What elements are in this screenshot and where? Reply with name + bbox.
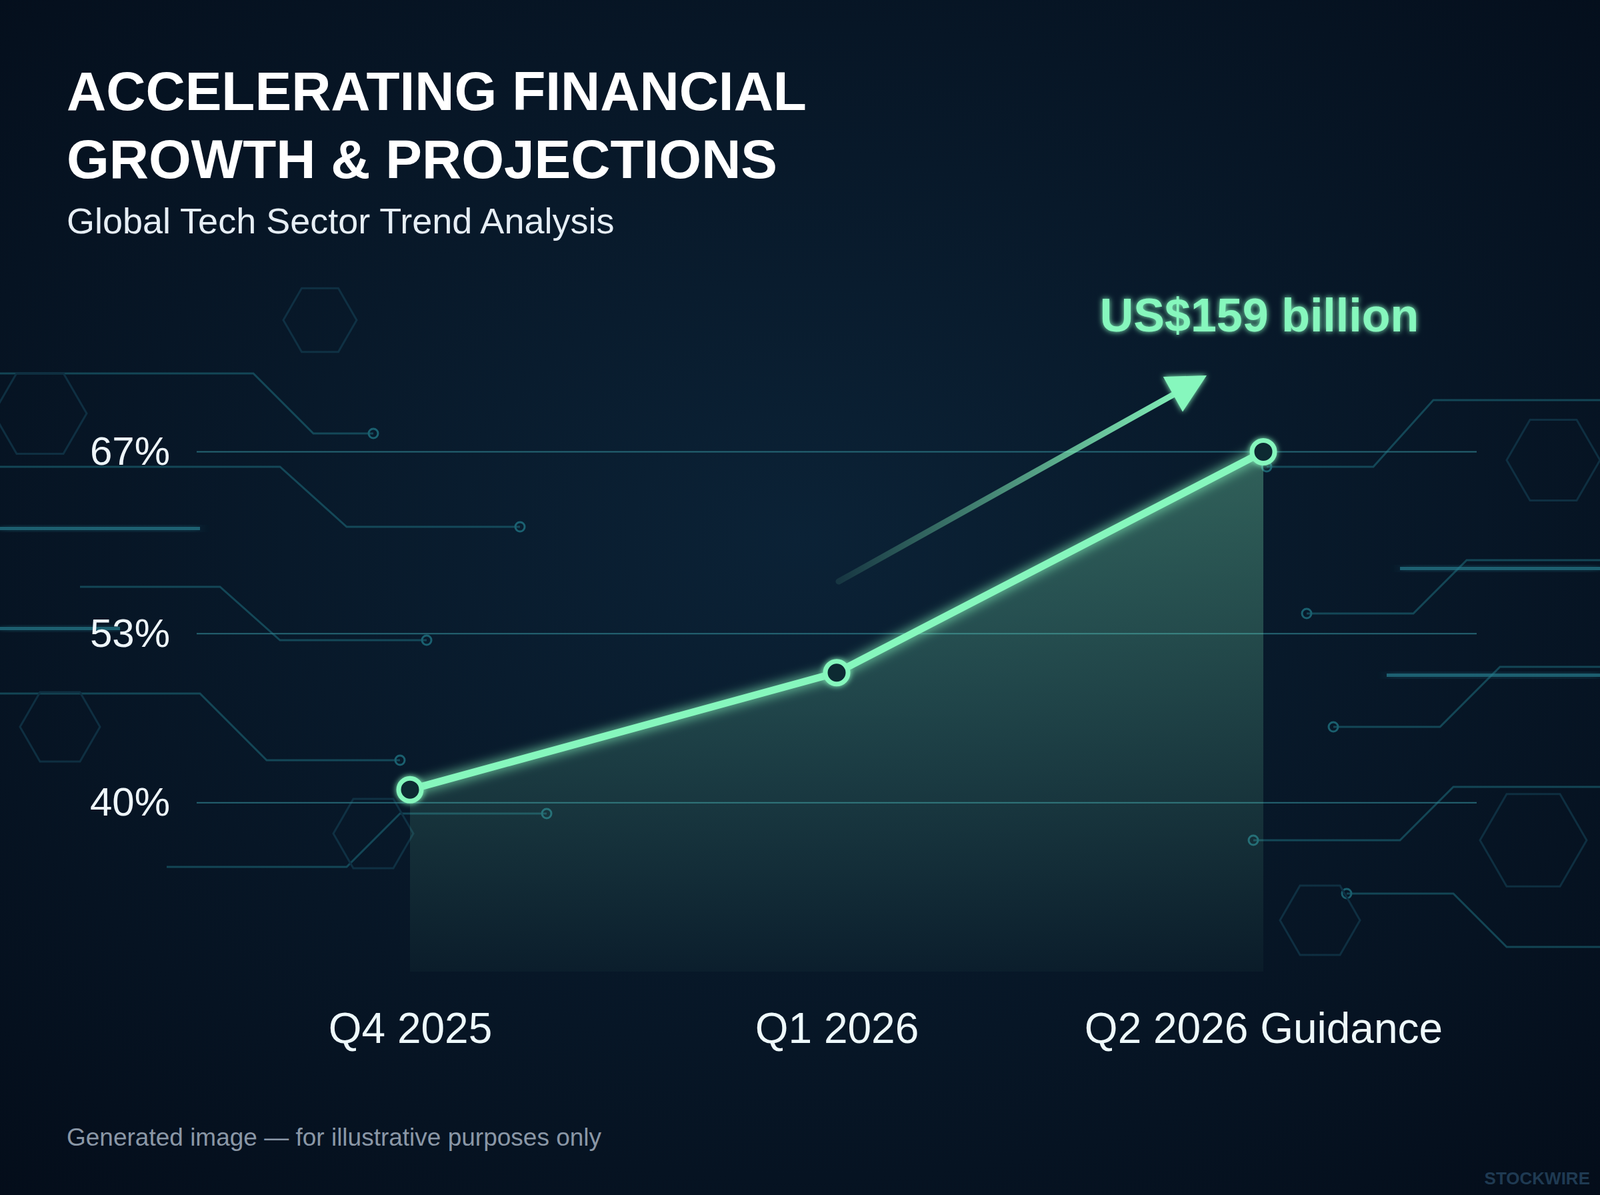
marker <box>398 778 422 801</box>
light-streak <box>1386 673 1600 677</box>
marker <box>825 661 848 684</box>
x-tick: Q4 2025 <box>328 1004 493 1052</box>
grid-line <box>196 632 1477 634</box>
title: ACCELERATING FINANCIALGROWTH & PROJECTIO… <box>66 60 807 190</box>
y-tick: 67% <box>90 428 170 474</box>
x-axis: Q4 2025 Q1 2026 Q2 2026 Guidance <box>197 972 1478 1053</box>
chart-svg: ACCELERATING FINANCIALGROWTH & PROJECTIO… <box>0 0 1600 1195</box>
circuit-node <box>368 428 378 438</box>
x-tick: Q1 2026 <box>755 1004 920 1052</box>
grid-line <box>196 450 1477 452</box>
y-tick-label: 67% <box>90 428 170 474</box>
marker <box>1252 440 1275 463</box>
circuit-trace <box>1346 893 1600 947</box>
x-tick-label: Q1 2026 <box>755 1004 920 1052</box>
area <box>410 451 1264 972</box>
plot-area <box>398 440 1275 972</box>
hexagon <box>1280 885 1360 955</box>
light-streak <box>0 526 200 530</box>
x-tick: Q2 2026 Guidance <box>1084 1004 1443 1052</box>
subtitle: Global Tech Sector Trend Analysis <box>66 200 614 241</box>
circuit-trace <box>1266 400 1600 467</box>
light-streak <box>1400 566 1600 570</box>
y-tick: 53% <box>90 610 170 656</box>
annotation: US$159 billion <box>1100 289 1419 342</box>
x-axis-line <box>197 970 1478 974</box>
circuit-node <box>1328 722 1338 732</box>
circuit-node <box>515 522 525 532</box>
y-tick-label: 53% <box>90 610 170 656</box>
circuit-trace <box>1306 560 1600 614</box>
hexagon <box>333 798 414 868</box>
background <box>0 0 1600 1195</box>
circuit-node <box>1302 608 1312 618</box>
y-axis: 40% 53% 67% <box>90 335 198 972</box>
circuit-trace <box>0 693 400 760</box>
trend-arrow <box>838 383 1194 582</box>
hexagon <box>283 288 357 352</box>
hexagon <box>20 692 100 762</box>
x-tick-label: Q2 2026 Guidance <box>1084 1004 1443 1052</box>
y-axis-line <box>195 335 199 972</box>
circuit-trace <box>1333 666 1600 727</box>
hexagon <box>1506 419 1600 500</box>
hexagon <box>1480 794 1587 887</box>
circuit-node <box>395 755 405 765</box>
circuit-node <box>422 635 432 645</box>
y-tick-label: 40% <box>90 779 170 824</box>
circuit-trace <box>0 466 520 527</box>
footnote: Generated image — for illustrative purpo… <box>66 1123 602 1151</box>
hexagon <box>0 372 87 454</box>
x-tick-label: Q4 2025 <box>328 1004 493 1052</box>
trend-arrow-head <box>1163 375 1207 412</box>
y-tick: 40% <box>90 779 170 824</box>
circuit-trace <box>0 373 374 434</box>
line <box>410 451 1264 790</box>
watermark: STOCKWIRE <box>1484 1168 1590 1188</box>
